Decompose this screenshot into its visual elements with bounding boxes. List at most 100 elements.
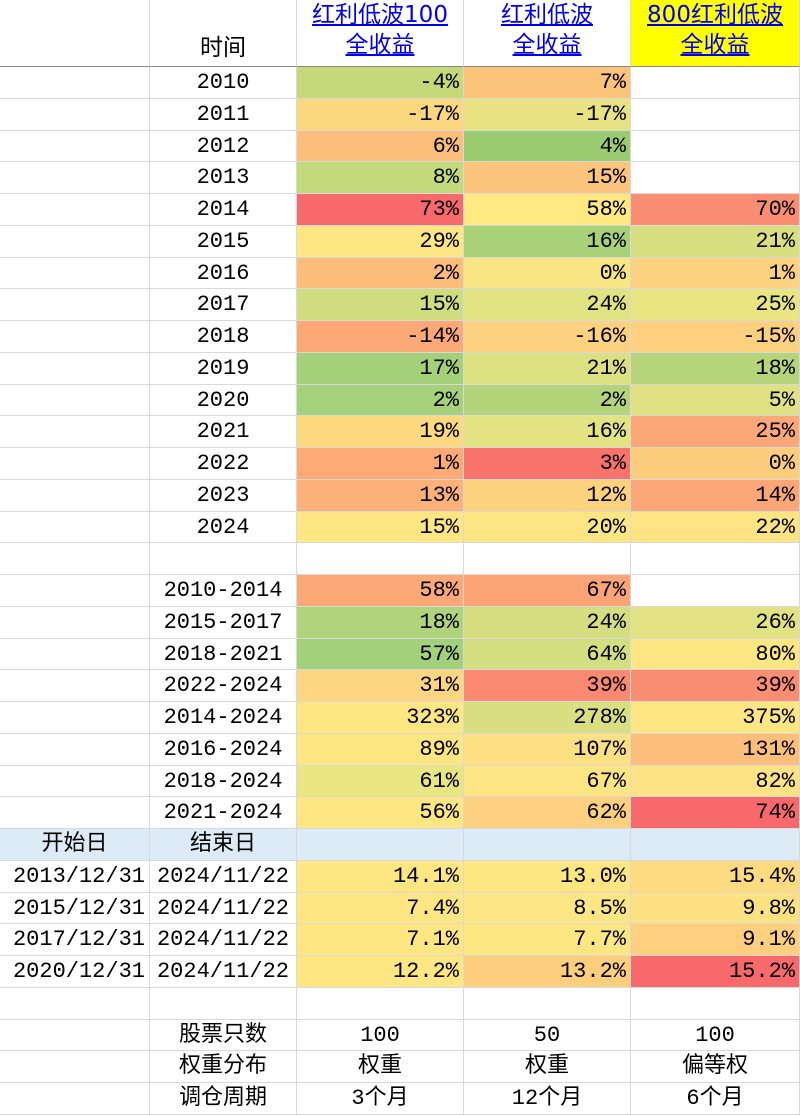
value-cell: 17% (297, 352, 464, 385)
value-cell: 14.1% (297, 860, 464, 893)
empty-cell (464, 543, 631, 575)
row-label: 2015 (150, 225, 297, 258)
empty-cell (0, 321, 150, 353)
empty-cell (0, 1019, 150, 1052)
row-label: 2010 (150, 67, 297, 99)
value-cell: 25% (631, 289, 800, 321)
empty-cell (631, 987, 800, 1020)
value-cell: 21% (464, 352, 631, 385)
value-cell: 82% (631, 765, 800, 798)
empty-cell (0, 670, 150, 702)
column-header-line[interactable]: 800红利低波 (647, 2, 783, 28)
value-cell: 89% (297, 733, 464, 766)
empty-cell (0, 162, 150, 194)
value-cell: 39% (464, 670, 631, 702)
empty-cell (0, 225, 150, 258)
empty-cell (0, 98, 150, 131)
value-cell: 2% (464, 384, 631, 417)
value-cell: 67% (464, 765, 631, 798)
value-cell: 15.2% (631, 956, 800, 988)
column-header-line[interactable]: 全收益 (680, 32, 750, 58)
empty-cell (0, 479, 150, 512)
empty-cell (464, 829, 631, 861)
empty-cell (0, 352, 150, 385)
value-cell: 16% (464, 416, 631, 448)
empty-cell (0, 1083, 150, 1115)
start-header: 开始日 (0, 829, 150, 861)
empty-cell (0, 765, 150, 798)
column-header-line[interactable]: 全收益 (512, 32, 582, 58)
row-label: 2018-2024 (150, 765, 297, 798)
value-cell: 24% (464, 606, 631, 639)
empty-cell (0, 511, 150, 544)
value-cell: 8% (297, 162, 464, 194)
row-label: 2023 (150, 479, 297, 512)
header-cell (0, 0, 150, 67)
column-header-line[interactable]: 全收益 (345, 32, 415, 58)
row-label: 2021-2024 (150, 797, 297, 829)
empty-cell (0, 384, 150, 417)
value-cell: 375% (631, 702, 800, 734)
value-cell: 18% (297, 606, 464, 639)
value-cell: 21% (631, 225, 800, 258)
info-value: 100 (631, 1019, 800, 1052)
row-label: 2018-2021 (150, 638, 297, 671)
value-cell: 20% (464, 511, 631, 544)
value-cell: 58% (297, 575, 464, 607)
value-cell: 22% (631, 511, 800, 544)
info-label: 股票只数 (150, 1019, 297, 1052)
value-cell: 12.2% (297, 956, 464, 988)
empty-cell (297, 987, 464, 1020)
column-header: 800红利低波 全收益 (631, 0, 800, 67)
row-label: 2013 (150, 162, 297, 194)
value-cell: 15.4% (631, 860, 800, 893)
end-date: 2024/11/22 (150, 892, 297, 925)
row-label: 2016-2024 (150, 733, 297, 766)
empty-cell (0, 416, 150, 448)
column-header-line[interactable]: 红利低波 (501, 2, 593, 28)
row-label: 2015-2017 (150, 606, 297, 639)
column-header-line[interactable]: 红利低波100 (312, 2, 448, 28)
value-cell: 80% (631, 638, 800, 671)
value-cell: 13% (297, 479, 464, 512)
value-cell: -4% (297, 67, 464, 99)
value-cell: 31% (297, 670, 464, 702)
empty-cell (0, 702, 150, 734)
empty-cell (0, 289, 150, 321)
value-cell: 74% (631, 797, 800, 829)
row-label: 2012 (150, 130, 297, 163)
row-label: 2014-2024 (150, 702, 297, 734)
value-cell: 107% (464, 733, 631, 766)
value-cell: 8.5% (464, 892, 631, 925)
info-value: 3个月 (297, 1083, 464, 1115)
value-cell: 1% (297, 448, 464, 480)
start-date: 2013/12/31 (0, 860, 150, 893)
info-value: 权重 (297, 1051, 464, 1083)
value-cell: 18% (631, 352, 800, 385)
value-cell: 6% (297, 130, 464, 163)
row-label: 2010-2014 (150, 575, 297, 607)
empty-cell (0, 257, 150, 290)
info-label: 调仓周期 (150, 1083, 297, 1115)
empty-cell (631, 130, 800, 163)
empty-cell (0, 733, 150, 766)
empty-cell (0, 797, 150, 829)
row-label: 2021 (150, 416, 297, 448)
info-value: 6个月 (631, 1083, 800, 1115)
value-cell: -17% (297, 98, 464, 131)
value-cell: 70% (631, 194, 800, 226)
value-cell: 19% (297, 416, 464, 448)
empty-cell (0, 987, 150, 1020)
column-header: 红利低波 全收益 (464, 0, 631, 67)
empty-cell (464, 987, 631, 1020)
value-cell: 39% (631, 670, 800, 702)
end-date: 2024/11/22 (150, 924, 297, 956)
empty-cell (297, 543, 464, 575)
row-label: 2016 (150, 257, 297, 290)
info-value: 50 (464, 1019, 631, 1052)
value-cell: -16% (464, 321, 631, 353)
value-cell: 323% (297, 702, 464, 734)
empty-cell (631, 98, 800, 131)
row-label: 2017 (150, 289, 297, 321)
